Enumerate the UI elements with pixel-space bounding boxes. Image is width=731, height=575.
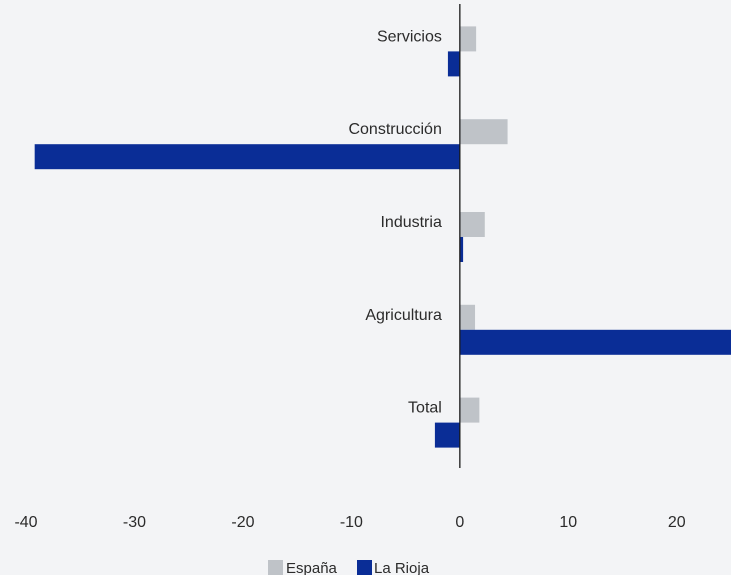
bar-agricultura-la-rioja — [459, 329, 731, 355]
category-label-servicios: Servicios — [377, 28, 442, 45]
category-label-industria: Industria — [380, 214, 441, 231]
bar-industria-espana — [459, 212, 485, 237]
legend-label-espana: España — [286, 560, 338, 575]
bar-total-la-rioja — [434, 422, 460, 448]
x-tick-label: 20 — [668, 514, 686, 531]
x-tick-label: -20 — [231, 514, 254, 531]
bar-agricultura-espana — [459, 304, 476, 330]
category-labels: Servicios Construcción Industria Agricultur… — [348, 28, 441, 416]
category-label-construccion: Construcción — [348, 121, 441, 138]
bar-servicios-espana — [459, 26, 477, 52]
category-label-total: Total — [408, 400, 442, 417]
legend-label-la-rioja: La Rioja — [374, 560, 430, 575]
x-tick-label: -10 — [340, 514, 363, 531]
legend-swatch-la-rioja — [357, 560, 372, 575]
category-label-agricultura: Agricultura — [365, 307, 442, 324]
bar-total-espana — [459, 397, 480, 423]
x-tick-label: 0 — [455, 514, 464, 531]
x-tick-label: -30 — [123, 514, 146, 531]
bars-layer — [34, 26, 731, 448]
legend: España La Rioja — [268, 560, 430, 575]
x-tick-label: -40 — [14, 514, 37, 531]
bar-servicios-la-rioja — [447, 51, 460, 77]
legend-swatch-espana — [268, 560, 283, 575]
bar-industria-la-rioja — [459, 237, 464, 262]
bar-construccion-la-rioja — [34, 144, 460, 170]
x-tick-label: 10 — [559, 514, 577, 531]
bar-construccion-espana — [459, 119, 508, 145]
x-axis-tick-labels: -40 -30 -20 -10 0 10 20 — [14, 514, 685, 531]
